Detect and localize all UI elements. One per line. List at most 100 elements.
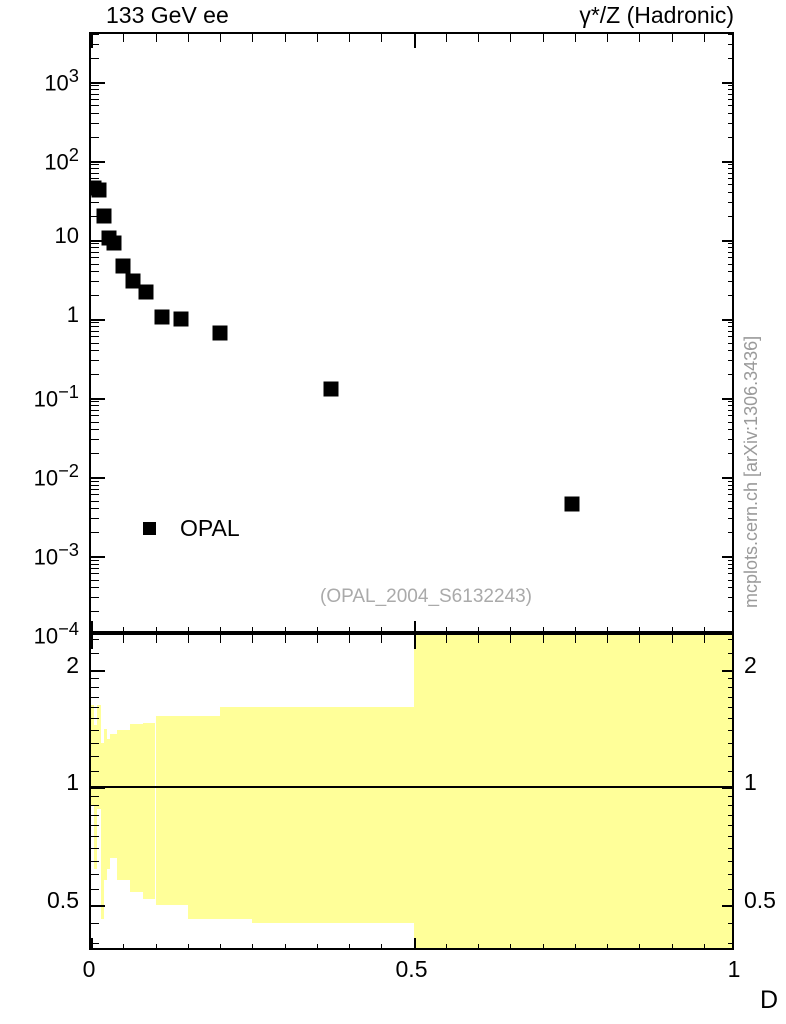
ratio-y-minor-tick bbox=[91, 848, 99, 850]
y-minor-tick bbox=[91, 410, 99, 412]
ratio-y-tick-right bbox=[728, 815, 732, 817]
x-minor-tick-top bbox=[607, 34, 608, 42]
y-minor-tick bbox=[91, 500, 99, 502]
y-minor-tick-right bbox=[728, 263, 732, 265]
y-minor-tick bbox=[91, 34, 99, 35]
ratio-x-tick-bottom bbox=[284, 944, 286, 948]
y-minor-tick bbox=[91, 429, 99, 431]
y-minor-tick bbox=[91, 350, 99, 352]
y-minor-tick bbox=[91, 271, 99, 273]
x-minor-tick-bottom bbox=[607, 627, 608, 631]
y-minor-tick-right bbox=[728, 484, 732, 486]
y-minor-tick bbox=[91, 489, 99, 491]
ratio-x-tick-top bbox=[123, 635, 125, 643]
y-minor-tick bbox=[91, 136, 99, 138]
ratio-x-tick-bottom bbox=[607, 944, 608, 948]
y-major-tick bbox=[91, 160, 105, 163]
ratio-band-outer bbox=[220, 707, 253, 920]
ratio-y-tick-right bbox=[728, 756, 732, 758]
ratio-y-tick-right bbox=[728, 825, 732, 827]
y-minor-tick-right bbox=[728, 136, 732, 138]
y-minor-tick-right bbox=[728, 429, 732, 431]
ratio-y-tick-right bbox=[728, 796, 732, 798]
data-point-opal bbox=[125, 273, 141, 289]
x-minor-tick-bottom bbox=[284, 627, 286, 631]
y-minor-tick bbox=[91, 105, 99, 107]
ratio-y-minor-tick bbox=[91, 836, 99, 838]
y-minor-tick-right bbox=[728, 350, 732, 352]
x-minor-tick-top bbox=[445, 34, 447, 42]
y-minor-tick bbox=[91, 336, 99, 338]
ratio-y-tick-right bbox=[728, 653, 732, 655]
ratio-y-tick-right bbox=[728, 742, 732, 744]
ratio-x-tick-top bbox=[510, 635, 512, 643]
y-minor-tick bbox=[91, 113, 99, 115]
ratio-y-minor-tick bbox=[91, 923, 99, 925]
x-axis-label: D bbox=[759, 986, 778, 1014]
ratio-band-outer bbox=[155, 716, 172, 906]
main-plot-area bbox=[91, 34, 732, 631]
y-minor-tick bbox=[91, 93, 99, 95]
y-minor-tick-right bbox=[728, 559, 732, 561]
ratio-y-tick-right bbox=[728, 771, 732, 773]
header-beam-energy: 133 GeV ee bbox=[106, 2, 229, 28]
ratio-x-tick-top bbox=[91, 635, 93, 649]
data-point-opal bbox=[173, 311, 189, 327]
y-minor-tick-right bbox=[728, 494, 732, 496]
y-major-tick bbox=[91, 239, 105, 242]
x-minor-tick-top bbox=[220, 34, 221, 42]
ratio-band-outer bbox=[413, 635, 732, 948]
y-minor-tick-right bbox=[728, 331, 732, 333]
ratio-band-outer bbox=[116, 730, 124, 881]
x-minor-tick-bottom bbox=[671, 627, 673, 631]
y-minor-tick bbox=[91, 559, 99, 561]
y-minor-tick bbox=[91, 201, 99, 203]
ratio-y-tick-right bbox=[728, 848, 732, 850]
ratio-y-minor-tick bbox=[91, 943, 99, 945]
x-minor-tick-bottom bbox=[316, 627, 318, 631]
ratio-y-tick-right bbox=[728, 730, 732, 732]
y-minor-tick bbox=[91, 405, 99, 407]
x-minor-tick-top bbox=[510, 34, 512, 42]
ratio-x-tick-bottom bbox=[91, 938, 93, 948]
y-minor-tick bbox=[91, 168, 99, 170]
ratio-y-tick-right bbox=[722, 787, 732, 790]
ratio-band-outer bbox=[252, 707, 414, 924]
y-minor-tick bbox=[91, 322, 99, 324]
x-minor-tick-bottom bbox=[639, 627, 641, 631]
x-minor-tick-top bbox=[381, 34, 383, 42]
y-minor-tick bbox=[91, 421, 99, 423]
y-minor-tick bbox=[91, 532, 99, 534]
ratio-y-tick-label-left: 1 bbox=[66, 769, 79, 796]
y-minor-tick-right bbox=[728, 410, 732, 412]
y-minor-tick-right bbox=[728, 247, 732, 249]
y-minor-tick bbox=[91, 43, 99, 45]
ratio-y-minor-tick bbox=[91, 697, 99, 699]
y-minor-tick bbox=[91, 172, 99, 174]
x-minor-tick-bottom bbox=[478, 627, 479, 631]
x-minor-tick-bottom bbox=[381, 627, 383, 631]
x-minor-tick-top bbox=[187, 34, 189, 42]
ratio-x-tick-top bbox=[413, 635, 416, 649]
ratio-y-minor-tick bbox=[91, 889, 99, 891]
ratio-y-minor-tick bbox=[91, 742, 99, 744]
ratio-y-tick-right bbox=[728, 860, 732, 862]
ratio-y-tick-label-right: 0.5 bbox=[744, 887, 776, 914]
y-minor-tick bbox=[91, 453, 99, 455]
y-minor-tick-right bbox=[728, 421, 732, 423]
ratio-y-minor-tick bbox=[91, 730, 99, 732]
ratio-y-tick-right bbox=[728, 718, 732, 720]
y-minor-tick-right bbox=[728, 453, 732, 455]
x-minor-tick-bottom bbox=[220, 627, 221, 631]
ratio-y-major-tick bbox=[91, 787, 105, 790]
ratio-band-outer bbox=[123, 730, 130, 881]
y-minor-tick bbox=[91, 611, 99, 613]
y-minor-tick-right bbox=[728, 489, 732, 491]
ratio-y-tick-right bbox=[728, 836, 732, 838]
x-minor-tick-bottom bbox=[413, 621, 416, 631]
ratio-y-tick-right bbox=[728, 638, 732, 640]
y-minor-tick-right bbox=[728, 164, 732, 166]
ratio-y-minor-tick bbox=[91, 707, 99, 709]
y-minor-tick-right bbox=[728, 597, 732, 599]
ratio-x-tick-bottom bbox=[413, 938, 416, 948]
